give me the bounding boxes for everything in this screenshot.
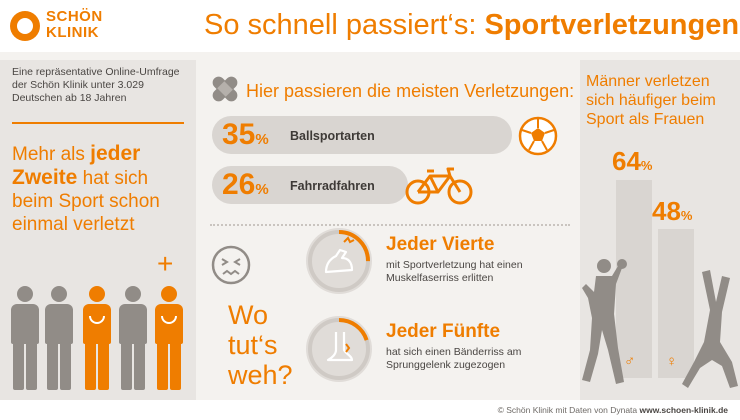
majority-pre: Mehr als [12, 144, 85, 165]
pain-face-icon [211, 245, 251, 285]
women-bar [658, 229, 694, 378]
bandage-icon [212, 76, 238, 102]
sport-percent-cycling: 26% [222, 167, 269, 208]
survey-description: Eine repräsentative Online-Umfrage der S… [12, 66, 180, 104]
where-line2: tut‘s [228, 330, 278, 360]
majority-post: hat sich beim Sport schon einmal verletz… [12, 168, 160, 235]
person-grey-icon [116, 286, 150, 396]
soccer-ball-icon [518, 116, 558, 156]
bicycle-icon [405, 167, 473, 205]
person-injured-icon [152, 286, 186, 396]
person-injured-icon [80, 286, 114, 396]
stat-desc-muscle: mit Sportverletzung hat einen Muskelfase… [386, 259, 523, 284]
schoen-klinik-logo: SCHÖN KLINIK [10, 9, 120, 43]
women-percent-value: 48 [652, 196, 681, 226]
female-symbol-icon: ♀ [666, 353, 678, 370]
percent-unit: % [255, 131, 269, 148]
men-percent-value: 64 [612, 146, 641, 176]
person-grey-icon [42, 286, 76, 396]
title-highlight: Sportverletzungen [484, 9, 740, 41]
ankle-icon [326, 332, 354, 362]
page-title: So schnell passiert‘s: Sportverletzungen [204, 8, 739, 42]
where-line1: Wo [228, 300, 269, 330]
footer-credit: © Schön Klinik mit Daten von Dynata www.… [498, 404, 728, 416]
logo-text: SCHÖN KLINIK [46, 9, 103, 41]
where-hurts-question: Wo tut‘s weh? [228, 300, 293, 390]
injury-location-heading: Hier passieren die meisten Verletzungen: [246, 81, 575, 101]
basketball-player-icon [582, 259, 627, 384]
majority-statement: Mehr als jeder Zweite hat sich beim Spor… [12, 142, 192, 236]
stat-circle-ankle [306, 316, 372, 382]
credit-url: www.schoen-klinik.de [639, 405, 728, 415]
sport-bar-ballsport [212, 116, 512, 154]
logo-line2: KLINIK [46, 24, 99, 41]
women-percent: 48% [652, 196, 692, 231]
sport-label-cycling: Fahrradfahren [290, 179, 375, 193]
gymnast-icon [682, 270, 738, 388]
men-bar [616, 179, 652, 378]
title-prefix: So schnell passiert‘s: [204, 9, 477, 41]
orange-divider [12, 122, 184, 124]
header-bar [0, 0, 740, 52]
majority-bold2: Zweite [12, 166, 78, 189]
stat-title-muscle: Jeder Vierte [386, 234, 495, 255]
section-divider [210, 224, 570, 226]
plus-icon: + [157, 248, 174, 279]
male-symbol-icon: ♂ [624, 353, 636, 370]
sport-bar-cycling [212, 166, 408, 204]
percent-unit: % [255, 181, 269, 198]
stat-title-ankle: Jeder Fünfte [386, 321, 501, 342]
men-percent: 64% [612, 146, 652, 181]
women-percent-unit: % [680, 208, 693, 223]
logo-mark-icon [10, 11, 40, 41]
logo-line1: SCHÖN [46, 8, 103, 25]
person-grey-icon [8, 286, 42, 396]
majority-bold1: jeder [90, 142, 141, 165]
muscle-arm-icon [324, 248, 354, 274]
stat-circle-muscle [306, 228, 372, 294]
footer-bar [0, 400, 740, 420]
percent-value: 26 [222, 168, 256, 201]
where-line3: weh? [228, 360, 293, 390]
gender-heading: Männer verletzen sich häufiger beim Spor… [586, 73, 716, 128]
men-percent-unit: % [640, 158, 653, 173]
people-figures [8, 286, 196, 396]
muscle-progress-ring [308, 230, 370, 292]
sport-percent-ballsport: 35% [222, 117, 269, 158]
ankle-progress-ring [308, 318, 370, 380]
percent-value: 35 [222, 118, 256, 151]
stat-desc-ankle: hat sich einen Bänderriss am Sprunggelen… [386, 346, 522, 371]
credit-text: © Schön Klinik mit Daten von Dynata [497, 405, 638, 415]
sport-label-ballsport: Ballsportarten [290, 129, 375, 143]
